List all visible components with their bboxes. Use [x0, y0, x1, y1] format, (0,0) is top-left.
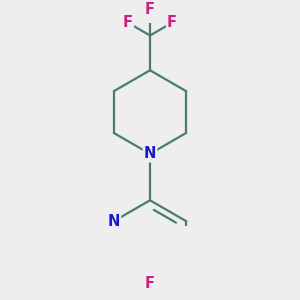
- Text: F: F: [167, 15, 177, 30]
- Text: N: N: [108, 214, 120, 229]
- Text: F: F: [145, 276, 155, 291]
- Text: N: N: [144, 146, 156, 161]
- Text: F: F: [145, 2, 155, 17]
- Text: F: F: [123, 15, 133, 30]
